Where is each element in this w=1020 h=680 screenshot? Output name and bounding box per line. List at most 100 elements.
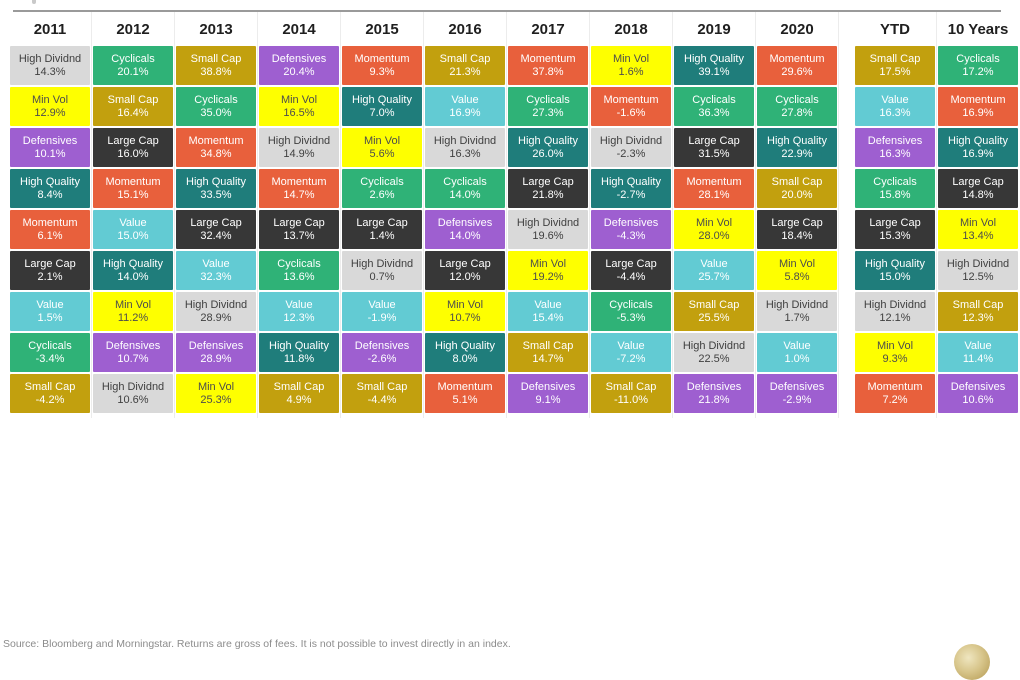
factor-value: 9.1% xyxy=(535,393,561,406)
column-header: 10 Years xyxy=(947,21,1009,38)
factor-cell: Small Cap 38.8% xyxy=(176,46,256,85)
column-header: YTD xyxy=(880,21,910,38)
factor-cell: High Dividnd 19.6% xyxy=(508,210,588,249)
factor-value: -4.4% xyxy=(616,270,646,283)
factor-name: Cyclicals xyxy=(526,93,570,106)
factor-value: 1.6% xyxy=(618,65,644,78)
factor-name: Value xyxy=(700,257,728,270)
factor-value: -4.4% xyxy=(367,393,397,406)
factor-cell: Cyclicals 17.2% xyxy=(938,46,1018,85)
factor-name: Value xyxy=(36,298,64,311)
factor-name: Momentum xyxy=(437,380,493,393)
factor-name: Defensives xyxy=(105,339,161,352)
factor-cell: Large Cap 18.4% xyxy=(757,210,837,249)
factor-cell: Small Cap 21.3% xyxy=(425,46,505,85)
factor-value: 16.9% xyxy=(962,147,994,160)
factor-value: 12.1% xyxy=(879,311,911,324)
factor-cell: Min Vol 10.7% xyxy=(425,292,505,331)
factor-name: Small Cap xyxy=(107,93,159,106)
factor-name: Cyclicals xyxy=(956,52,1000,65)
factor-name: Cyclicals xyxy=(443,175,487,188)
factor-value: 1.0% xyxy=(784,352,810,365)
factor-value: -2.3% xyxy=(616,147,646,160)
year-column-2014: 2014 Defensives 20.4% Min Vol 16.5% High Divi… xyxy=(259,12,341,418)
factor-cell: Momentum 5.1% xyxy=(425,374,505,413)
factor-name: Min Vol xyxy=(280,93,318,106)
factor-cell: High Dividnd 14.9% xyxy=(259,128,339,167)
factor-value: 15.0% xyxy=(879,270,911,283)
factor-cell: Value 1.5% xyxy=(10,292,90,331)
factor-name: High Quality xyxy=(269,339,329,352)
factor-value: 20.0% xyxy=(781,188,813,201)
factor-value: 0.7% xyxy=(369,270,395,283)
factor-name: High Dividnd xyxy=(18,52,82,65)
factor-cell: Small Cap 14.7% xyxy=(508,333,588,372)
factor-value: 10.7% xyxy=(449,311,481,324)
factor-value: -11.0% xyxy=(613,393,649,406)
factor-value: 25.3% xyxy=(200,393,232,406)
factor-value: 8.0% xyxy=(452,352,478,365)
factor-value: 15.4% xyxy=(532,311,564,324)
factor-value: 16.0% xyxy=(117,147,149,160)
factor-name: High Quality xyxy=(186,175,246,188)
factor-cell: High Quality 15.0% xyxy=(855,251,935,290)
factor-value: 15.3% xyxy=(879,229,911,242)
factor-value: 6.1% xyxy=(37,229,63,242)
factor-name: High Quality xyxy=(684,52,744,65)
factor-cell: High Dividnd 10.6% xyxy=(93,374,173,413)
factor-cell: Cyclicals 20.1% xyxy=(93,46,173,85)
page: { "page": { "source_note": "Source: Bloo… xyxy=(3,0,1018,680)
factor-cell: Min Vol 5.8% xyxy=(757,251,837,290)
factor-name: Min Vol xyxy=(959,216,997,229)
factor-name: Small Cap xyxy=(869,52,921,65)
factor-cell: Defensives 21.8% xyxy=(674,374,754,413)
factor-cell: Min Vol 13.4% xyxy=(938,210,1018,249)
factor-cell: Small Cap 12.3% xyxy=(938,292,1018,331)
factor-cell: Momentum 16.9% xyxy=(938,87,1018,126)
factor-name: High Quality xyxy=(103,257,163,270)
factor-name: Large Cap xyxy=(190,216,242,229)
factor-name: High Dividnd xyxy=(516,216,580,229)
factor-name: Min Vol xyxy=(529,257,567,270)
factor-name: High Quality xyxy=(865,257,925,270)
factor-name: Cyclicals xyxy=(609,298,653,311)
factor-value: 14.9% xyxy=(283,147,315,160)
factor-cell: High Dividnd 28.9% xyxy=(176,292,256,331)
factor-cell: High Quality 39.1% xyxy=(674,46,754,85)
factor-value: -4.2% xyxy=(35,393,65,406)
factor-cell: Large Cap 31.5% xyxy=(674,128,754,167)
factor-cell: Cyclicals 14.0% xyxy=(425,169,505,208)
year-column-2016: 2016 Small Cap 21.3% Value 16.9% High Dividnd… xyxy=(425,12,507,418)
factor-name: Cyclicals xyxy=(277,257,321,270)
factor-cell: High Dividnd 22.5% xyxy=(674,333,754,372)
factor-value: 14.7% xyxy=(532,352,564,365)
column-header: 2014 xyxy=(282,21,316,38)
factor-cell: Momentum 6.1% xyxy=(10,210,90,249)
year-column-2013: 2013 Small Cap 38.8% Cyclicals 35.0% Momentum… xyxy=(176,12,258,418)
factor-value: 4.9% xyxy=(286,393,312,406)
factor-name: Value xyxy=(451,93,479,106)
factor-name: Large Cap xyxy=(107,134,159,147)
factor-name: Value xyxy=(534,298,562,311)
factor-value: 10.7% xyxy=(117,352,149,365)
factor-cell: Defensives 10.7% xyxy=(93,333,173,372)
factor-value: 28.9% xyxy=(200,352,232,365)
factor-value: 25.5% xyxy=(698,311,730,324)
factor-name: Value xyxy=(368,298,396,311)
factor-name: High Quality xyxy=(518,134,578,147)
factor-value: 12.5% xyxy=(962,270,994,283)
factor-cell: Large Cap 12.0% xyxy=(425,251,505,290)
factor-name: Defensives xyxy=(867,134,923,147)
factor-value: 2.6% xyxy=(369,188,395,201)
factor-name: High Dividnd xyxy=(682,339,746,352)
top-divider xyxy=(13,10,1001,12)
factor-value: 10.1% xyxy=(34,147,66,160)
factor-cell: Defensives 10.1% xyxy=(10,128,90,167)
factor-value: 15.1% xyxy=(117,188,149,201)
factor-value: 16.4% xyxy=(117,106,149,119)
factor-cell: Value 1.0% xyxy=(757,333,837,372)
factor-name: Large Cap xyxy=(24,257,76,270)
factor-value: 32.3% xyxy=(200,270,232,283)
factor-value: 32.4% xyxy=(200,229,232,242)
factor-name: Momentum xyxy=(867,380,923,393)
